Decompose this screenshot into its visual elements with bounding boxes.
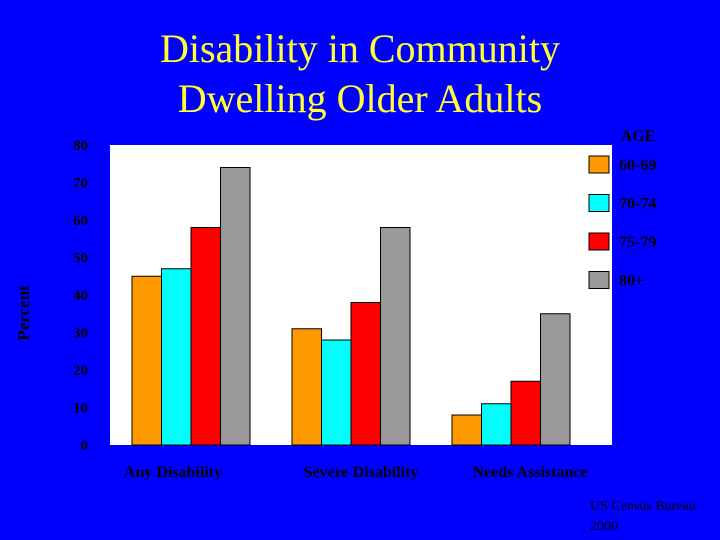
source-line-1: US Census Bureau xyxy=(590,499,696,514)
legend-swatch xyxy=(588,155,610,174)
legend-label: 70-74 xyxy=(619,196,656,213)
legend-swatch xyxy=(588,232,610,251)
legend-label: 75-79 xyxy=(619,234,656,251)
chart-title: Disability in Community Dwelling Older A… xyxy=(0,24,720,124)
bar-75-79-0 xyxy=(190,227,221,446)
y-tick-label: 50 xyxy=(73,251,88,267)
source-line-2: 2000 xyxy=(590,519,618,534)
category-label: Any Disability xyxy=(124,464,222,481)
bar-60-69-2 xyxy=(451,414,482,446)
y-tick-label: 0 xyxy=(81,438,89,454)
category-labels-group: Any Disability Severe Disability Needs Ass… xyxy=(124,464,588,481)
legend-label: 80+ xyxy=(619,273,644,290)
bar-80--2 xyxy=(540,313,571,446)
y-tick-label: 70 xyxy=(73,176,88,192)
legend: AGE 60-69 70-74 75-79 80+ xyxy=(588,128,656,290)
category-label: Needs Assistance xyxy=(472,464,587,481)
y-tick-label: 40 xyxy=(73,288,88,304)
legend-swatch xyxy=(588,194,610,212)
y-tick-label: 10 xyxy=(73,401,88,417)
y-ticks-group: 0 10 20 30 40 50 60 70 80 xyxy=(73,138,88,454)
y-tick-label: 60 xyxy=(73,213,88,229)
bar-80--0 xyxy=(220,167,251,446)
bar-75-79-2 xyxy=(510,380,541,446)
y-tick-label: 30 xyxy=(73,326,88,342)
legend-swatch xyxy=(588,271,610,289)
y-tick-label: 80 xyxy=(73,138,88,154)
source-note: US Census Bureau 2000 xyxy=(590,497,696,537)
y-tick-label: 20 xyxy=(73,363,88,379)
legend-label: 60-69 xyxy=(619,157,656,174)
bar-80--1 xyxy=(380,227,411,446)
chart-title-line-2: Dwelling Older Adults xyxy=(177,76,543,121)
bar-60-69-1 xyxy=(291,328,322,446)
bar-70-74-2 xyxy=(481,403,512,446)
bar-60-69-0 xyxy=(131,275,162,446)
bar-70-74-1 xyxy=(321,339,352,446)
category-label: Severe Disability xyxy=(304,464,419,481)
chart-title-line-1: Disability in Community xyxy=(159,26,561,71)
legend-title: AGE xyxy=(621,128,656,145)
bar-70-74-0 xyxy=(161,268,192,446)
bar-75-79-1 xyxy=(350,302,381,446)
bars-group xyxy=(131,167,571,446)
